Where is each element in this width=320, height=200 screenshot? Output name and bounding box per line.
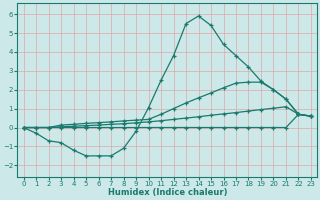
X-axis label: Humidex (Indice chaleur): Humidex (Indice chaleur) xyxy=(108,188,227,197)
